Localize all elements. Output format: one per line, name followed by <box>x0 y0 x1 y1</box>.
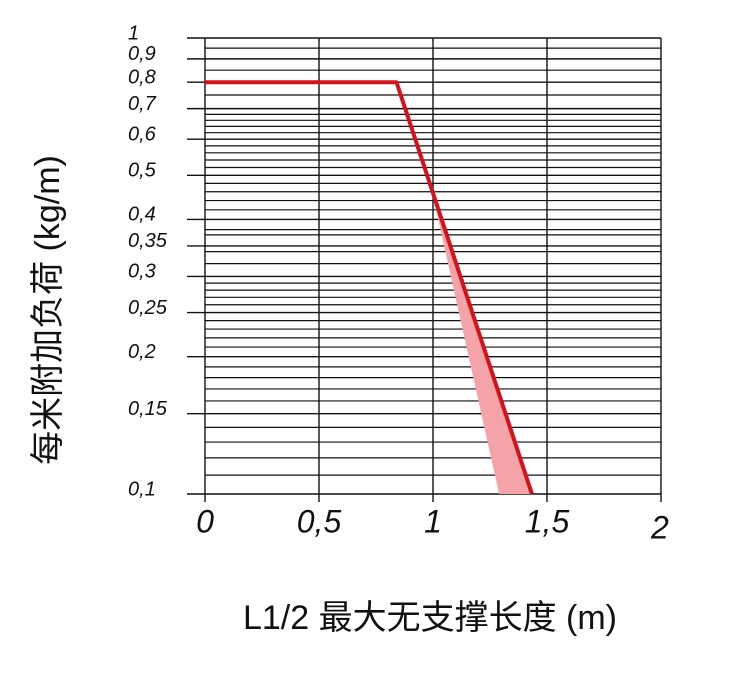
x-tick-label: 0,5 <box>297 503 342 539</box>
x-tick-label: 1,5 <box>525 503 570 539</box>
y-tick-label: 0,35 <box>128 230 168 252</box>
x-tick-label: 0 <box>196 503 214 539</box>
y-tick-label: 0,15 <box>128 398 168 420</box>
x-tick-label: 2 <box>650 509 669 545</box>
x-tick-label: 1 <box>424 503 442 539</box>
y-tick-label: 0,9 <box>128 43 156 65</box>
y-tick-label: 0,6 <box>128 123 157 145</box>
y-tick-label: 0,3 <box>128 261 156 283</box>
x-axis-title: L1/2 最大无支撑长度 (m) <box>243 599 617 637</box>
y-tick-label: 0,5 <box>128 160 157 182</box>
line <box>205 80 534 495</box>
y-tick-label: 1 <box>128 22 139 44</box>
y-axis-title: 每米附加负荷 (kg/m) <box>29 155 67 465</box>
y-tick-label: 0,2 <box>128 341 156 363</box>
y-tick-label: 0,25 <box>128 297 168 319</box>
y-tick-label: 0,1 <box>128 478 156 500</box>
y-tick-label: 0,8 <box>128 66 156 88</box>
y-tick-label: 0,4 <box>128 204 156 226</box>
y-tick-label: 0,7 <box>128 93 157 115</box>
